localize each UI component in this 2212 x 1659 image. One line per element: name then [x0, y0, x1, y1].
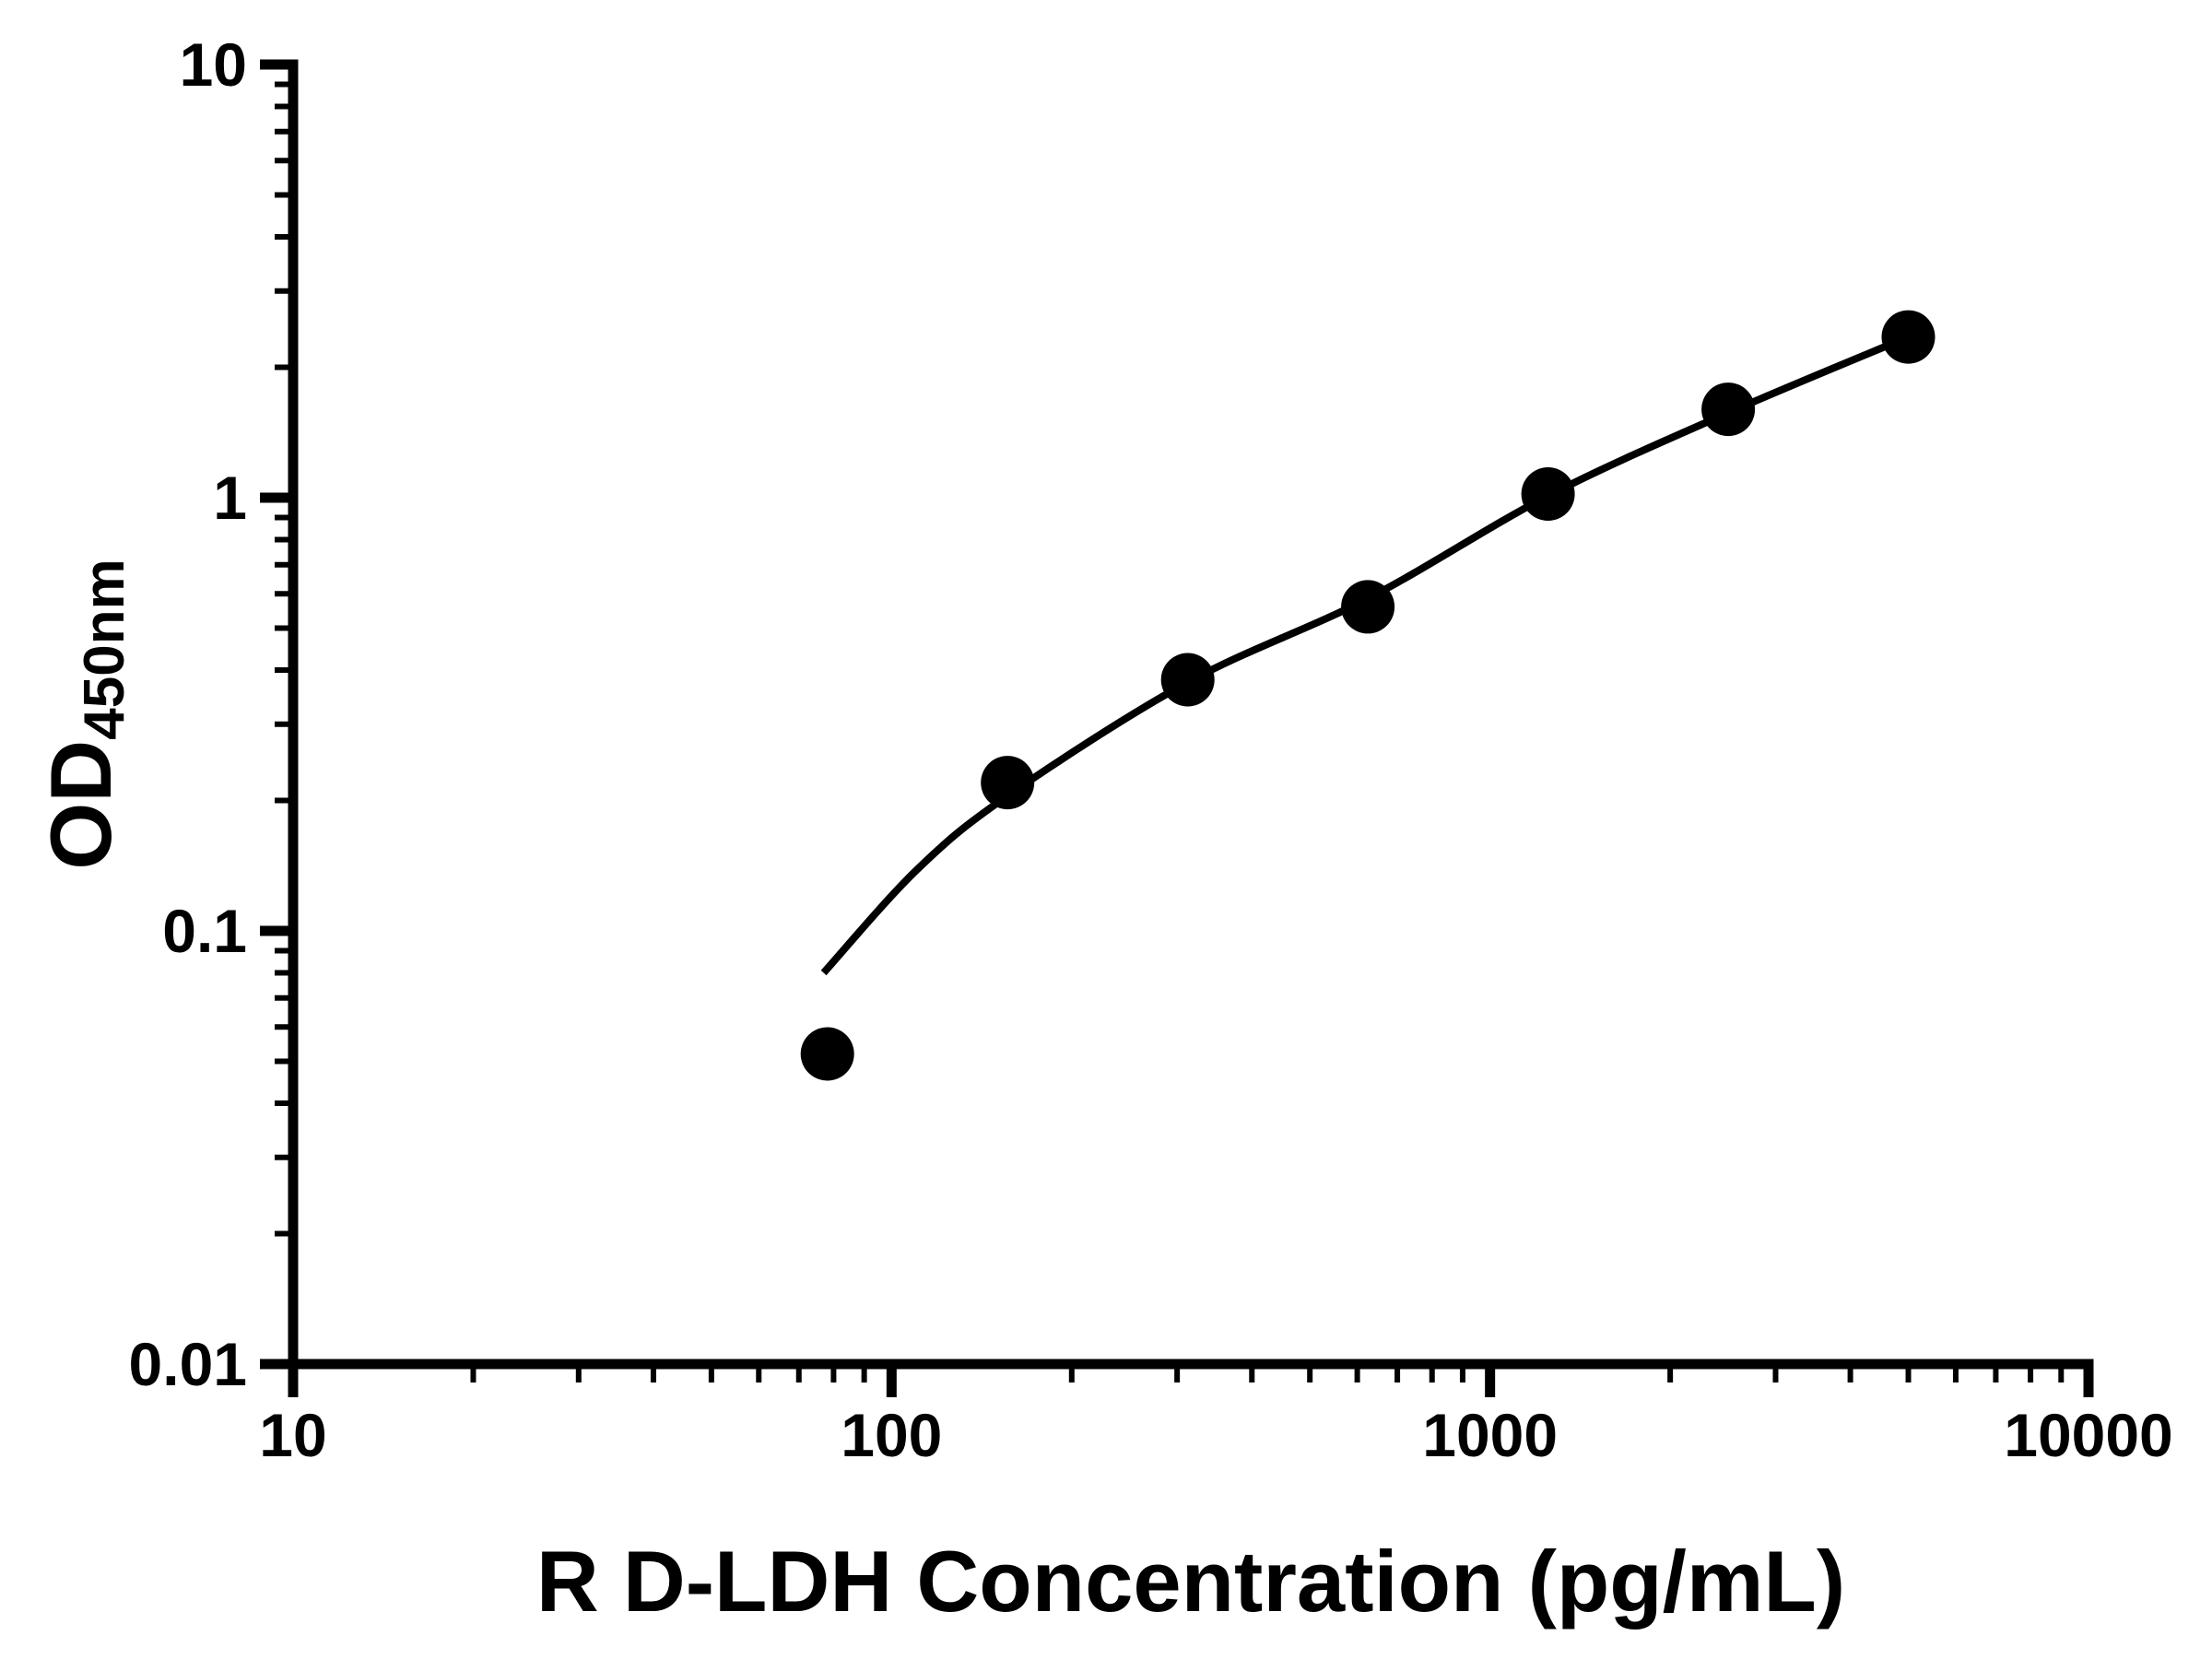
x-axis-tick-label: 1000 [1422, 1401, 1558, 1469]
data-point [1701, 382, 1756, 437]
y-axis-tick-label: 0.1 [162, 897, 247, 965]
y-axis-tick-label: 10 [180, 30, 247, 99]
y-axis-tick-label: 1 [213, 464, 247, 532]
data-point [800, 1027, 854, 1081]
data-point [981, 756, 1035, 810]
fit-curve [820, 333, 1911, 976]
data-point [1521, 467, 1575, 521]
axis-spines [288, 59, 2094, 1370]
data-point [1881, 310, 1936, 364]
x-axis-tick-label: 10000 [2004, 1401, 2173, 1469]
x-axis-title: R D-LDH Concentration (pg/mL) [535, 1533, 1846, 1630]
data-point [1160, 653, 1215, 707]
x-axis-tick-label: 10 [259, 1401, 326, 1469]
data-point [1341, 580, 1395, 634]
x-axis-tick-label: 100 [841, 1401, 942, 1469]
y-axis-tick-label: 0.01 [129, 1330, 247, 1398]
